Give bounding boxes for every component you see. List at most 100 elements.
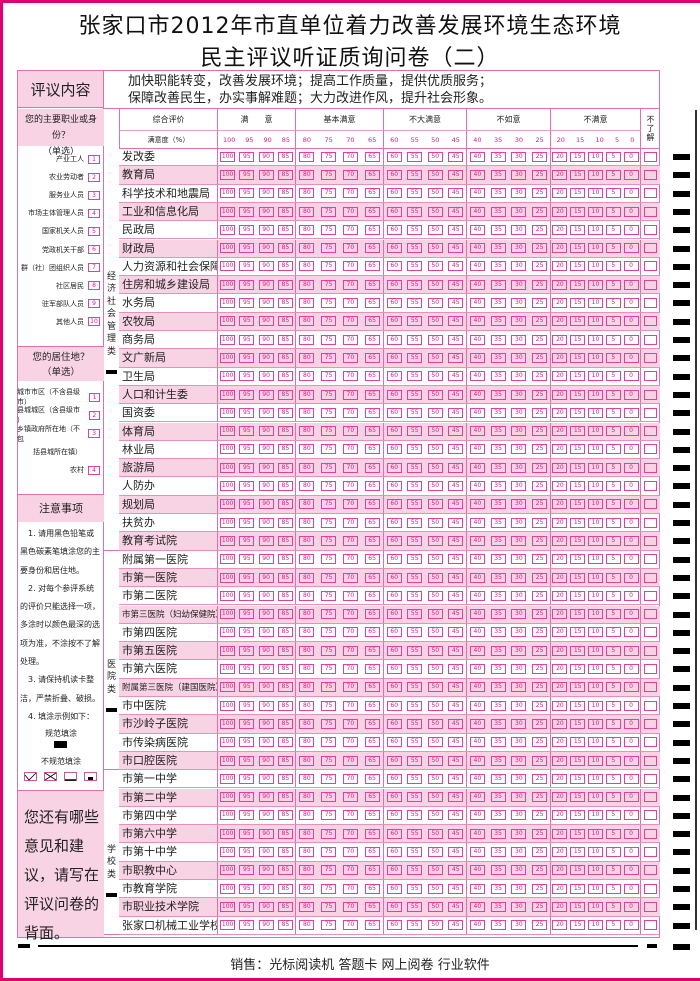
score-option-75[interactable]: 75	[321, 261, 337, 272]
score-option-5[interactable]: 5	[605, 481, 621, 492]
score-option-60[interactable]: 60	[386, 499, 402, 510]
score-option-50[interactable]: 50	[427, 535, 443, 546]
score-option-70[interactable]: 70	[342, 261, 358, 272]
score-option-5[interactable]: 5	[605, 828, 621, 839]
score-option-15[interactable]: 15	[570, 609, 586, 620]
score-option-5[interactable]: 5	[605, 609, 621, 620]
score-option-55[interactable]: 55	[407, 462, 423, 473]
score-option-55[interactable]: 55	[407, 590, 423, 601]
score-option-85[interactable]: 85	[277, 682, 293, 693]
score-option-30[interactable]: 30	[511, 316, 527, 327]
score-option-20[interactable]: 20	[552, 627, 568, 638]
score-option-0[interactable]: 0	[623, 462, 639, 473]
score-option-60[interactable]: 60	[386, 627, 402, 638]
score-option-50[interactable]: 50	[427, 279, 443, 290]
score-option-40[interactable]: 40	[469, 151, 485, 162]
score-option-35[interactable]: 35	[490, 609, 506, 620]
score-option-100[interactable]: 100	[220, 755, 236, 766]
score-option-70[interactable]: 70	[342, 298, 358, 309]
score-option-85[interactable]: 85	[277, 352, 293, 363]
score-option-100[interactable]: 100	[220, 426, 236, 437]
score-option-80[interactable]: 80	[299, 352, 315, 363]
score-option-25[interactable]: 25	[532, 517, 548, 528]
score-option-60[interactable]: 60	[386, 407, 402, 418]
score-option-15[interactable]: 15	[570, 792, 586, 803]
score-option-30[interactable]: 30	[511, 883, 527, 894]
unknown-option[interactable]	[644, 206, 657, 217]
score-option-25[interactable]: 25	[532, 298, 548, 309]
score-option-35[interactable]: 35	[490, 700, 506, 711]
score-option-40[interactable]: 40	[469, 645, 485, 656]
score-option-60[interactable]: 60	[386, 169, 402, 180]
score-option-85[interactable]: 85	[277, 810, 293, 821]
score-option-85[interactable]: 85	[277, 279, 293, 290]
score-option-85[interactable]: 85	[277, 627, 293, 638]
score-option-100[interactable]: 100	[220, 261, 236, 272]
score-option-40[interactable]: 40	[469, 243, 485, 254]
score-option-90[interactable]: 90	[258, 773, 274, 784]
score-option-95[interactable]: 95	[239, 334, 255, 345]
score-option-55[interactable]: 55	[407, 169, 423, 180]
score-option-45[interactable]: 45	[448, 371, 464, 382]
score-option-10[interactable]: 10	[587, 407, 603, 418]
score-option-15[interactable]: 15	[570, 206, 586, 217]
score-option-45[interactable]: 45	[448, 188, 464, 199]
score-option-65[interactable]: 65	[364, 645, 380, 656]
score-option-35[interactable]: 35	[490, 517, 506, 528]
unknown-option[interactable]	[644, 298, 657, 309]
score-option-40[interactable]: 40	[469, 517, 485, 528]
option-code-box[interactable]: 6	[88, 245, 100, 254]
score-option-35[interactable]: 35	[490, 243, 506, 254]
score-option-75[interactable]: 75	[321, 389, 337, 400]
score-option-0[interactable]: 0	[623, 407, 639, 418]
score-option-80[interactable]: 80	[299, 828, 315, 839]
score-option-0[interactable]: 0	[623, 352, 639, 363]
score-option-60[interactable]: 60	[386, 773, 402, 784]
score-option-25[interactable]: 25	[532, 609, 548, 620]
score-option-70[interactable]: 70	[342, 243, 358, 254]
score-option-55[interactable]: 55	[407, 224, 423, 235]
score-option-75[interactable]: 75	[321, 407, 337, 418]
score-option-90[interactable]: 90	[258, 444, 274, 455]
score-option-35[interactable]: 35	[490, 316, 506, 327]
score-option-20[interactable]: 20	[552, 224, 568, 235]
score-option-30[interactable]: 30	[511, 718, 527, 729]
score-option-45[interactable]: 45	[448, 645, 464, 656]
option-code-box[interactable]: 10	[88, 317, 100, 327]
score-option-80[interactable]: 80	[299, 700, 315, 711]
score-option-85[interactable]: 85	[277, 609, 293, 620]
score-option-35[interactable]: 35	[490, 169, 506, 180]
score-option-35[interactable]: 35	[490, 481, 506, 492]
unknown-option[interactable]	[644, 682, 657, 693]
score-option-15[interactable]: 15	[570, 334, 586, 345]
score-option-50[interactable]: 50	[427, 645, 443, 656]
score-option-55[interactable]: 55	[407, 847, 423, 858]
score-option-35[interactable]: 35	[490, 426, 506, 437]
score-option-85[interactable]: 85	[277, 371, 293, 382]
score-option-85[interactable]: 85	[277, 792, 293, 803]
score-option-20[interactable]: 20	[552, 169, 568, 180]
score-option-80[interactable]: 80	[299, 901, 315, 912]
score-option-30[interactable]: 30	[511, 664, 527, 675]
score-option-5[interactable]: 5	[605, 169, 621, 180]
score-option-80[interactable]: 80	[299, 243, 315, 254]
score-option-90[interactable]: 90	[258, 334, 274, 345]
score-option-10[interactable]: 10	[587, 901, 603, 912]
score-option-55[interactable]: 55	[407, 334, 423, 345]
unknown-option[interactable]	[644, 664, 657, 675]
score-option-25[interactable]: 25	[532, 664, 548, 675]
score-option-85[interactable]: 85	[277, 920, 293, 931]
score-option-85[interactable]: 85	[277, 828, 293, 839]
score-option-70[interactable]: 70	[342, 901, 358, 912]
score-option-95[interactable]: 95	[239, 700, 255, 711]
score-option-65[interactable]: 65	[364, 169, 380, 180]
score-option-95[interactable]: 95	[239, 737, 255, 748]
score-option-75[interactable]: 75	[321, 847, 337, 858]
occupation-option[interactable]: 社区居民 8	[17, 279, 104, 293]
score-option-95[interactable]: 95	[239, 279, 255, 290]
score-option-100[interactable]: 100	[220, 920, 236, 931]
score-option-45[interactable]: 45	[448, 682, 464, 693]
score-option-5[interactable]: 5	[605, 426, 621, 437]
score-option-15[interactable]: 15	[570, 828, 586, 839]
unknown-option[interactable]	[644, 810, 657, 821]
